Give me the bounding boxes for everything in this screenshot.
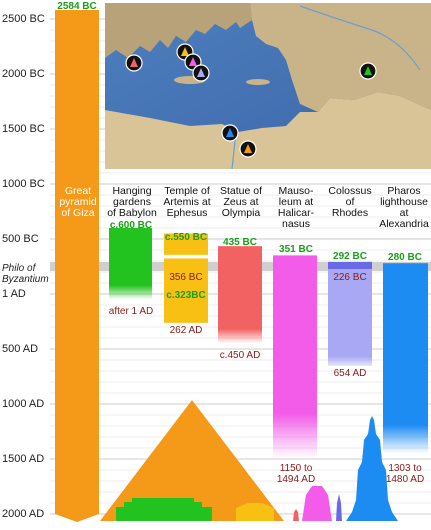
y-axis-label: 1500 AD [2,453,45,465]
header-pharos: Pharos lighthouse at Alexandria [378,186,430,230]
artemis-start-label: c.550 BC [164,232,208,243]
header-line: nasus [281,218,311,230]
header-line: Olympia [221,207,261,219]
mausoleum-end-label-1: 1150 to [279,463,313,474]
header-line: Ephesus [166,207,208,219]
artemis-bar-2 [164,258,208,323]
header-line: Pharos [387,185,421,197]
header-line: at [399,207,409,219]
header-line: of Babylon [107,207,157,219]
pharos-end-label-2: 1480 AD [385,474,425,485]
y-axis-label: 1000 AD [2,398,45,410]
map-markers [125,43,377,158]
header-line: Halicar- [277,207,315,219]
wonder-silhouettes [100,400,398,521]
gardens-bar [109,228,152,300]
y-axis-label: 500 BC [2,233,39,245]
colossus-end-label: 654 AD [333,368,367,379]
y-axis-label: 2000 BC [2,68,45,80]
header-line: gardens [113,196,151,208]
header-colossus: Colossus of Rhodes [324,186,376,219]
colossus-bar-top [328,261,372,270]
map-island-cyprus [246,79,270,85]
y-axis-label: 2500 BC [2,13,45,25]
zeus-silhouette [293,509,299,521]
colossus-silhouette [336,494,342,521]
y-axis-label: 1000 BC [2,178,45,190]
y-axis-label: 1500 BC [2,123,45,135]
colossus-start-label: 292 BC [333,251,367,262]
header-line: pyramid [59,196,97,208]
y-axis-label: 500 AD [2,343,39,355]
map [105,3,431,170]
header-line: Colossus [328,185,372,197]
header-line: Zeus at [223,196,259,208]
mausoleum-bar [273,255,317,459]
gardens-silhouette [116,498,212,521]
mausoleum-start-label: 351 BC [279,244,313,255]
header-line: Rhodes [331,207,369,219]
gardens-start-label: c.600 BC [109,220,153,231]
header-line: Temple of [164,185,210,197]
colossus-marker-icon [192,64,210,82]
header-line: leum at [278,196,314,208]
colossus-bar [328,269,372,366]
header-line: Statue of [219,185,263,197]
zeus-start-label: 435 BC [223,237,257,248]
header-pyramid: Great pyramid of Giza [54,186,102,219]
header-line: Alexandria [379,218,429,230]
y-axis-label: 1 AD [2,288,26,300]
artemis-silhouette [236,503,274,521]
map-land-east [250,3,431,112]
top-date-label: 2584 BC [57,1,97,12]
pharos-end-label-1: 1303 to [388,463,422,474]
header-line: lighthouse [380,196,428,208]
header-mausoleum: Mauso-leum at Halicar-nasus [270,186,322,230]
header-zeus: Statue of Zeus at Olympia [214,186,268,219]
map-land-south [105,92,431,169]
header-artemis: Temple of Artemis at Ephesus [160,186,214,219]
artemis-rebuilt-label: c.323BC [166,290,206,301]
header-line: Hanging [112,185,152,197]
gardens-marker-icon [359,62,377,80]
mausoleum-end-label-2: 1494 AD [276,474,316,485]
artemis-end-label: 262 AD [169,325,203,336]
zeus-marker-icon [125,54,143,72]
wonder-bars [55,10,428,522]
map-land-north [105,3,252,58]
pharos-marker-icon [221,124,239,142]
gardens-end-label: after 1 AD [108,306,154,317]
pharos-bar [383,263,428,454]
philo-label: Philo of Byzantium [2,263,49,285]
header-line: of [345,196,355,208]
map-river [299,5,421,71]
zeus-bar [218,246,262,344]
colossus-mid-label: 226 BC [333,272,367,283]
header-line: Artemis at [163,196,211,208]
pharos-start-label: 280 BC [388,252,422,263]
header-line: Mauso- [278,185,314,197]
pyramid-marker-icon [239,140,257,158]
pharos-silhouette [346,416,398,521]
artemis-destroyed-label: 356 BC [169,272,203,283]
y-axis-label: 2000 AD [2,508,45,520]
pyramid-bar [55,10,99,522]
zeus-end-label: c.450 AD [219,350,261,361]
mausoleum-silhouette [302,486,332,521]
header-line: of Giza [61,207,95,219]
header-gardens: Hanging gardens of Babylon [106,186,158,219]
pyramid-silhouette [100,400,284,521]
header-line: Great [64,185,92,197]
artemis-bar-1 [164,233,208,255]
